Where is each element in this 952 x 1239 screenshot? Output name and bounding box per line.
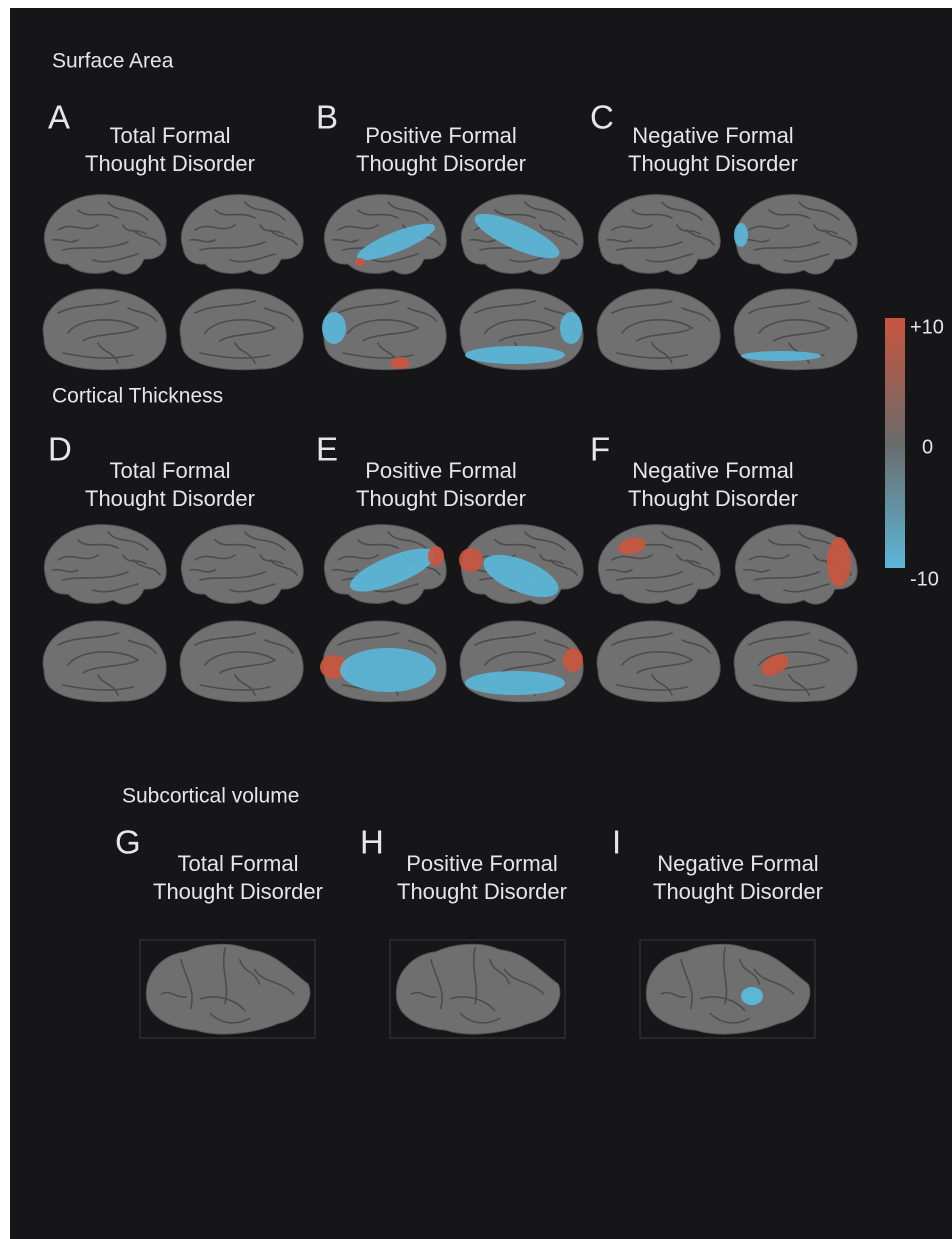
- section-title: Subcortical volume: [122, 785, 299, 808]
- effect-region: [322, 312, 346, 344]
- panel-title: Positive Formal: [365, 123, 517, 148]
- panel-title: Thought Disorder: [628, 486, 798, 511]
- effect-region: [827, 537, 851, 587]
- effect-region: [390, 357, 410, 369]
- effect-region: [350, 548, 436, 592]
- effect-region: [428, 546, 444, 566]
- effect-region: [483, 554, 559, 598]
- panel-title: Positive Formal: [365, 458, 517, 483]
- section-title: Surface Area: [52, 50, 174, 73]
- effect-region: [465, 671, 565, 695]
- panel-letter: H: [360, 824, 384, 861]
- panel-title: Thought Disorder: [85, 486, 255, 511]
- panel-title: Negative Formal: [657, 851, 818, 876]
- effect-region: [761, 654, 789, 676]
- effect-region: [563, 648, 583, 672]
- colorbar-label: +10: [910, 316, 944, 338]
- image-frame: [639, 939, 816, 1039]
- panel-letter: I: [612, 824, 621, 861]
- panel-letter: B: [316, 99, 338, 136]
- panel-title: Total Formal: [109, 123, 230, 148]
- colorbar-label: 0: [922, 436, 933, 458]
- panel-title: Total Formal: [109, 458, 230, 483]
- effect-region: [734, 223, 748, 247]
- image-frame: [389, 939, 566, 1039]
- effect-region: [340, 648, 436, 692]
- panel-letter: G: [115, 824, 141, 861]
- panel-title: Thought Disorder: [85, 151, 255, 176]
- panel-title: Thought Disorder: [628, 151, 798, 176]
- panel-title: Total Formal: [177, 851, 298, 876]
- effect-region: [355, 258, 365, 266]
- colorbar-label: -10: [910, 568, 939, 590]
- effect-region: [356, 223, 436, 261]
- effect-region: [465, 346, 565, 364]
- panel-title: Negative Formal: [632, 123, 793, 148]
- panel-title: Negative Formal: [632, 458, 793, 483]
- image-frame: [139, 939, 316, 1039]
- effect-region: [618, 537, 646, 555]
- panel-letter: D: [48, 431, 72, 468]
- panel-letter: F: [590, 431, 610, 468]
- panel-letter: C: [590, 99, 614, 136]
- panel-title: Thought Disorder: [153, 879, 323, 904]
- panel-title: Thought Disorder: [356, 151, 526, 176]
- colorbar: [885, 318, 905, 568]
- section-title: Cortical Thickness: [52, 385, 223, 408]
- panel-title: Thought Disorder: [653, 879, 823, 904]
- effect-region: [560, 312, 582, 344]
- effect-region: [741, 987, 763, 1005]
- panel-letter: A: [48, 99, 70, 136]
- panel-letter: E: [316, 431, 338, 468]
- panel-title: Thought Disorder: [397, 879, 567, 904]
- panel-title: Thought Disorder: [356, 486, 526, 511]
- effect-region: [459, 548, 483, 572]
- panel-title: Positive Formal: [406, 851, 558, 876]
- effect-region: [741, 351, 821, 361]
- effect-region: [474, 213, 560, 259]
